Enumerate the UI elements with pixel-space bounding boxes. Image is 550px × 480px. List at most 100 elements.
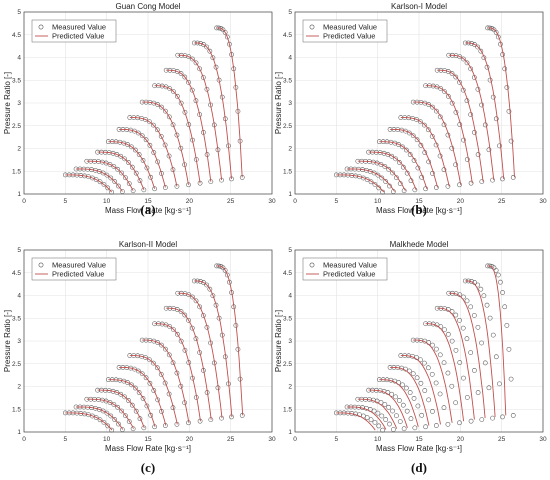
measured-point — [130, 188, 136, 194]
measured-point — [426, 102, 432, 107]
predicted-line — [108, 141, 156, 189]
measured-point — [453, 162, 458, 168]
measured-point — [464, 157, 470, 162]
measured-point — [132, 147, 138, 153]
measured-point — [386, 166, 392, 172]
measured-point — [186, 317, 191, 323]
measured-point — [147, 380, 153, 386]
measured-point — [104, 172, 110, 178]
measured-point — [162, 108, 168, 114]
predicted-line — [368, 151, 417, 190]
measured-point — [412, 425, 418, 431]
predicted-line — [194, 280, 233, 417]
y-tick-label: 3.5 — [283, 315, 292, 322]
measured-point — [171, 327, 176, 332]
measured-point — [167, 86, 173, 91]
measured-point — [123, 413, 128, 419]
measured-point — [364, 415, 370, 420]
measured-point — [170, 122, 176, 128]
measured-point — [426, 397, 432, 403]
measured-point — [438, 86, 444, 91]
measured-point — [144, 403, 150, 409]
measured-point — [104, 410, 110, 416]
axes-frame — [294, 249, 544, 433]
x-tick-label: 20 — [186, 198, 194, 205]
predicted-line — [390, 366, 430, 426]
y-tick-label: 3.5 — [12, 77, 21, 84]
measured-point — [429, 371, 435, 377]
measured-point — [107, 162, 113, 167]
y-tick-label: 4.5 — [283, 32, 292, 39]
measured-point — [390, 408, 395, 414]
x-tick-label: 5 — [64, 436, 68, 443]
measured-point — [163, 84, 169, 90]
measured-point — [111, 164, 117, 169]
measured-point — [419, 412, 425, 418]
predicted-line — [400, 355, 441, 425]
measured-point — [457, 317, 462, 323]
measured-point — [376, 185, 382, 191]
panel-caption: (b) — [411, 202, 427, 217]
measured-point — [484, 302, 490, 308]
measured-point — [433, 108, 439, 114]
measured-point — [129, 164, 135, 170]
measured-point — [200, 75, 206, 80]
y-tick-label: 2.5 — [12, 123, 21, 130]
measured-point — [100, 170, 106, 176]
measured-point — [490, 94, 496, 100]
predicted-line — [487, 27, 515, 178]
measured-point — [382, 402, 388, 407]
predicted-line — [368, 389, 408, 428]
measured-point — [468, 180, 474, 186]
measured-point — [133, 408, 139, 414]
measured-point — [126, 160, 131, 165]
y-tick-label: 3 — [17, 338, 21, 345]
measured-point — [379, 175, 385, 181]
measured-point — [139, 371, 145, 377]
measured-point — [468, 304, 474, 310]
measured-point — [400, 144, 405, 150]
predicted-line — [216, 27, 243, 178]
measured-point — [112, 179, 118, 184]
panel-caption: (a) — [140, 202, 155, 217]
measured-point — [508, 376, 514, 382]
chart-panel-2: 0 5 10 15 20 25 30 1 1.5 2 2.5 3 3.5 4 4.5 5 Karlson-I M… — [274, 2, 547, 215]
measured-point — [159, 104, 164, 110]
predicted-line — [65, 412, 113, 431]
chart-panel-3: 0 5 10 15 20 25 30 1 1.5 2 2.5 3 3.5 4 4.5 5 Karlson-II … — [3, 240, 276, 453]
predicted-line — [166, 69, 212, 182]
measured-point — [166, 114, 172, 120]
measured-point — [497, 381, 502, 387]
predicted-line — [465, 280, 496, 417]
predicted-line — [65, 174, 112, 193]
measured-point — [510, 413, 516, 418]
measured-point — [457, 54, 463, 60]
measured-point — [186, 292, 192, 298]
measured-point — [148, 174, 154, 180]
measured-point — [178, 338, 184, 344]
measured-point — [174, 69, 180, 74]
measured-point — [375, 172, 381, 178]
panel-caption: (c) — [141, 460, 155, 475]
measured-point — [200, 313, 206, 318]
measured-point — [178, 309, 184, 314]
measured-point — [137, 178, 143, 184]
measured-point — [371, 408, 377, 414]
y-axis-label: Pressure Ratio [-] — [274, 310, 283, 372]
x-tick-label: 10 — [374, 198, 382, 205]
measured-point — [182, 74, 188, 80]
measured-point — [397, 398, 402, 403]
measured-point — [430, 171, 435, 176]
measured-point — [500, 414, 505, 420]
measured-point — [472, 42, 478, 47]
measured-point — [108, 175, 114, 181]
y-tick-label: 5 — [288, 247, 292, 254]
y-tick-label: 1 — [288, 191, 292, 198]
x-tick-label: 15 — [144, 198, 152, 205]
predicted-line — [425, 323, 465, 422]
measured-point — [478, 286, 484, 292]
measured-point — [210, 55, 216, 61]
y-tick-label: 1 — [17, 191, 21, 198]
measured-point — [425, 365, 431, 371]
predicted-line — [97, 151, 145, 190]
